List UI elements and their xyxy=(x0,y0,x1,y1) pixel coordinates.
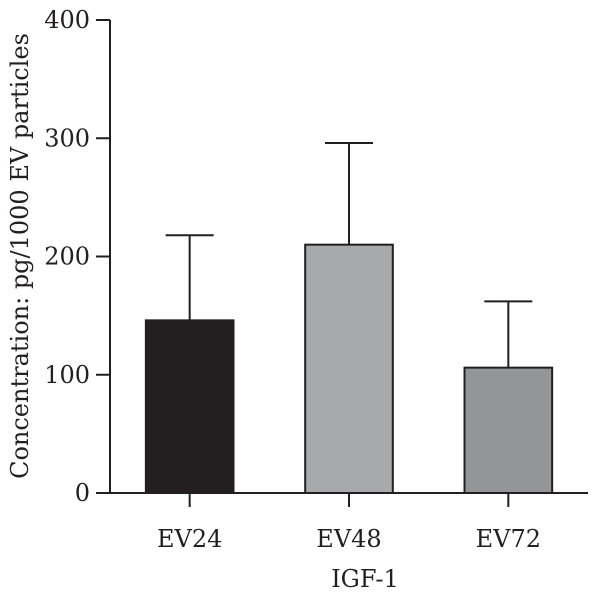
bar-ev24 xyxy=(144,319,235,495)
x-ticks-layer: EV24 EV48 EV72 xyxy=(157,493,541,553)
y-tick-label-0: 0 xyxy=(75,479,90,507)
x-tick-label-ev72: EV72 xyxy=(476,525,541,553)
bar-ev72 xyxy=(463,366,554,494)
y-tick-label-400: 400 xyxy=(44,6,90,34)
y-tick-label-100: 100 xyxy=(44,361,90,389)
x-tick-label-ev48: EV48 xyxy=(316,525,381,553)
error-bars-layer xyxy=(165,141,533,368)
y-tick-label-300: 300 xyxy=(44,124,90,152)
bar-ev48 xyxy=(304,243,394,494)
x-axis-title: IGF-1 xyxy=(331,565,399,593)
y-tick-label-200: 200 xyxy=(44,243,90,271)
y-ticks-layer: 0 100 200 300 400 xyxy=(44,6,110,507)
x-tick-label-ev24: EV24 xyxy=(157,525,222,553)
bars-layer xyxy=(144,243,554,495)
y-axis-title: Concentration: pg/1000 EV particles xyxy=(6,33,34,479)
